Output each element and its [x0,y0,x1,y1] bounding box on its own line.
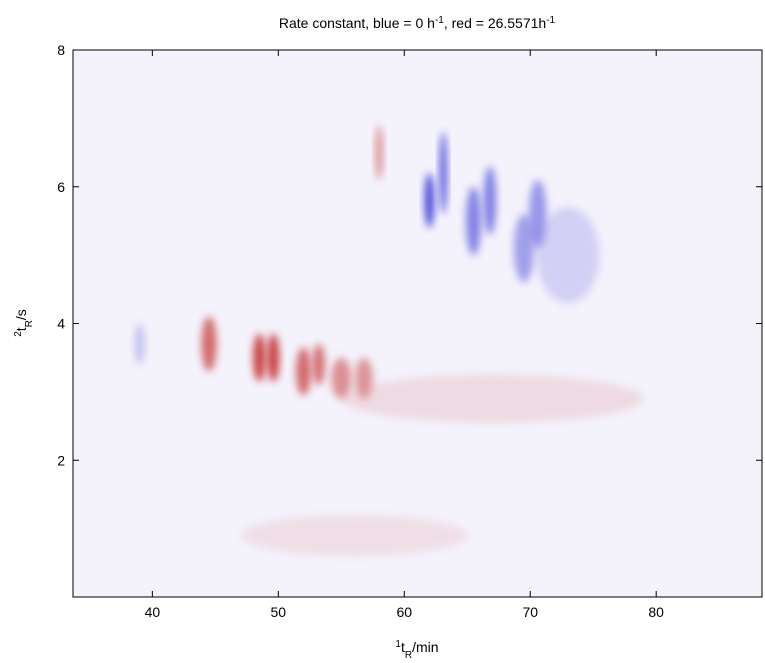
heat-spot [253,333,266,382]
plot-area [73,50,762,597]
x-tick-label: 60 [396,604,412,620]
chart-title: Rate constant, blue = 0 h-1, red = 26.55… [279,15,556,32]
heat-spot [483,166,497,235]
heat-spot [240,514,468,556]
y-tick-label: 2 [57,452,65,468]
x-axis-label: 1tR/min [395,639,438,661]
y-axis-label: 2tR/s [13,309,35,337]
heat-spot [536,207,600,303]
y-tick-label: 4 [57,316,65,332]
y-tick-label: 6 [57,179,65,195]
y-tick-label: 8 [57,42,65,58]
heat-spot [439,132,448,215]
heat-spot [341,374,644,423]
x-tick-label: 70 [522,604,538,620]
heat-spot [312,344,325,386]
heatmap [134,125,644,556]
heat-spot [266,333,280,382]
x-tick-label: 50 [271,604,287,620]
heat-spot [331,357,352,399]
heat-spot [424,173,435,228]
x-tick-label: 40 [145,604,161,620]
heat-spot [295,347,312,396]
heat-spot [513,214,535,283]
x-tick-label: 80 [648,604,664,620]
heat-spot [465,186,482,256]
heat-spot [375,125,383,180]
heat-spot [201,316,217,372]
heat-spot [134,323,145,365]
